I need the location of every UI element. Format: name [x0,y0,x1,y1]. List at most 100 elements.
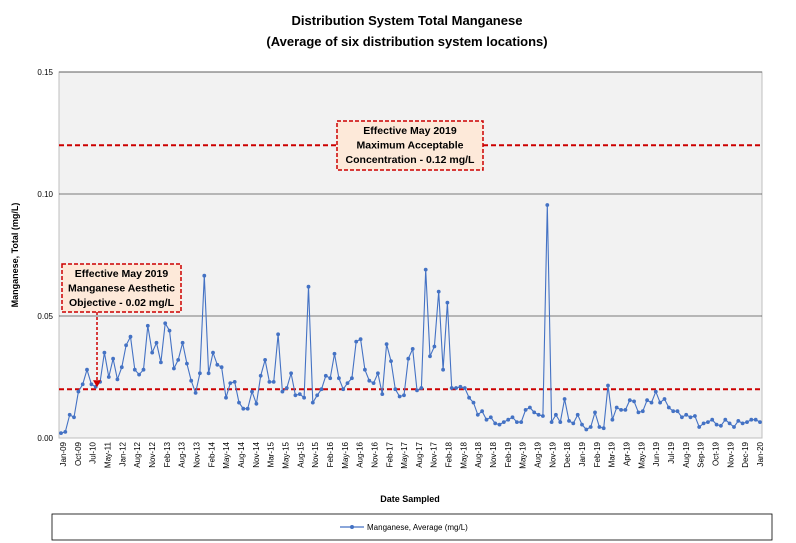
data-point [185,361,189,366]
x-tick-label: Nov-14 [252,441,261,467]
data-point [302,395,306,400]
data-point [293,393,298,398]
x-tick-label: Feb-18 [445,441,454,467]
data-point [176,358,181,362]
data-point [515,420,519,424]
data-point [523,408,528,412]
data-point [237,400,241,405]
x-tick-label: Nov-13 [192,441,201,467]
data-point [402,393,406,398]
data-point [693,414,697,418]
data-point [397,394,402,399]
annotation-text: Concentration - 0.12 mg/L [346,154,476,166]
x-tick-label: Aug-17 [415,441,424,467]
x-tick-label: Jan-09 [59,441,68,466]
data-point [145,323,150,328]
data-point [436,289,441,294]
data-point [371,381,376,385]
data-point [649,400,654,405]
x-tick-label: Feb-17 [385,441,394,467]
data-point [758,420,762,424]
data-point [567,419,571,423]
data-point [267,380,272,384]
data-point [159,360,163,365]
data-point [475,412,480,417]
data-point [254,401,259,406]
data-point [345,381,350,385]
data-point [124,343,128,348]
data-point [363,367,367,372]
data-point [337,376,341,381]
data-point [462,386,467,390]
data-point [727,421,732,426]
data-point [67,412,72,417]
y-tick-label: 0.15 [37,68,53,77]
data-point [141,367,146,372]
data-point [406,356,411,361]
x-tick-label: Feb-16 [326,441,335,467]
data-point [488,415,493,420]
x-tick-label: May-14 [222,441,231,468]
x-tick-label: Feb-14 [207,441,216,467]
x-tick-label: Aug-15 [296,441,305,467]
data-point [263,358,267,362]
x-axis-label: Date Sampled [380,494,440,504]
x-tick-label: May-15 [281,441,290,468]
data-point [606,383,610,388]
x-tick-label: May-16 [341,441,350,468]
data-point [211,350,215,355]
data-point [597,425,602,429]
data-point [541,414,545,418]
x-tick-label: May-18 [459,441,468,468]
data-point [480,409,484,414]
data-point [115,377,120,382]
x-tick-label: Aug-16 [356,441,365,467]
data-point [59,431,63,435]
data-point [640,409,645,414]
data-point [745,420,749,424]
data-point [415,388,419,393]
data-point [384,342,389,346]
data-point [224,395,228,400]
x-tick-label: Nov-17 [430,441,439,467]
data-point [662,397,667,401]
data-point [610,417,615,422]
data-point [675,409,680,414]
data-point [350,376,354,381]
data-point [137,372,142,377]
data-point [501,420,506,424]
data-point [614,405,619,410]
data-point [719,423,723,428]
data-point [484,417,489,422]
data-point [601,426,606,431]
data-point [584,427,589,432]
data-point [419,386,424,390]
data-point [588,425,593,429]
data-point [432,344,437,349]
data-point [271,380,276,384]
data-point [554,412,558,417]
data-point [297,392,302,396]
data-point [562,397,567,401]
data-point [89,382,94,387]
x-tick-label: Oct-19 [712,441,721,466]
data-point [102,350,107,355]
data-point [72,415,76,420]
annotation-text: Objective - 0.02 mg/L [69,297,175,309]
data-point [206,371,211,376]
x-tick-label: Nov-16 [370,441,379,467]
data-point [393,387,398,392]
data-point [202,273,207,278]
chart-title: Distribution System Total Manganese [292,13,523,28]
data-point [732,425,736,429]
data-point [423,267,428,272]
data-point [280,389,285,394]
data-point [528,405,532,410]
data-point [76,389,81,394]
data-point [284,386,289,390]
data-point [228,381,233,385]
data-point [710,417,715,422]
data-point [449,386,454,390]
data-point [519,420,524,424]
